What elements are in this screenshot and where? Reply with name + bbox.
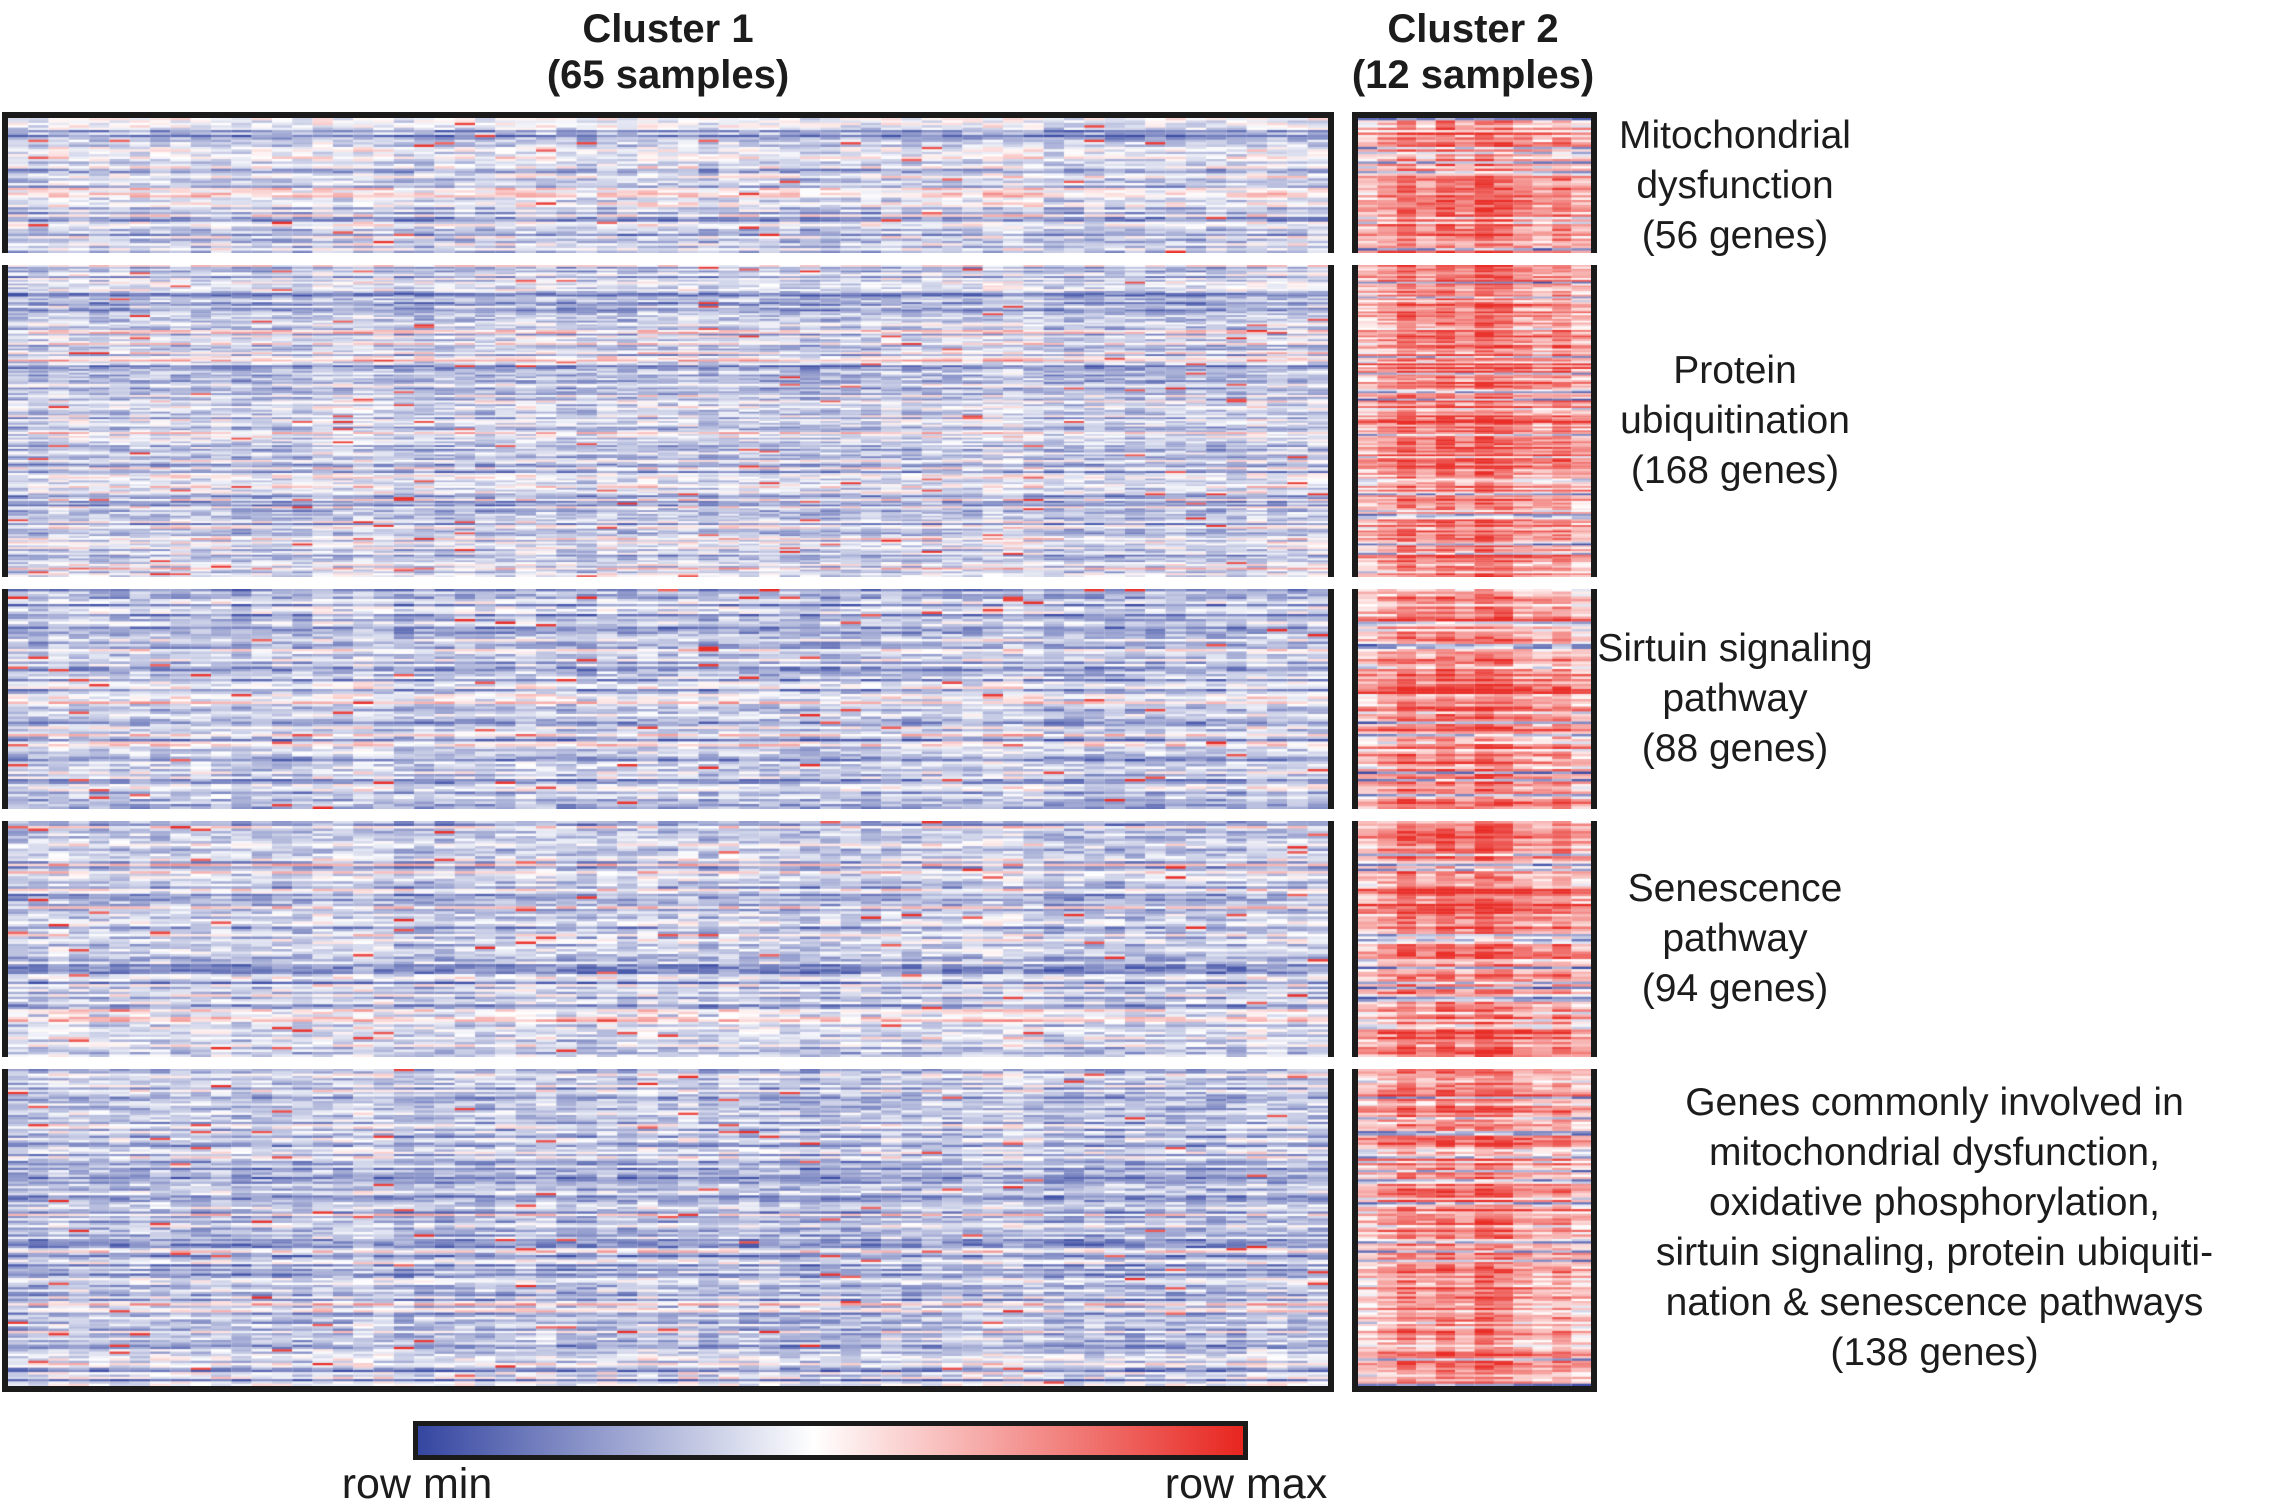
heatmap-block-canvas bbox=[1358, 1069, 1591, 1386]
row-group-label-5: Genes commonly involved in mitochondrial… bbox=[1655, 1080, 2214, 1374]
row-group-label-4: Senescence pathway (94 genes) bbox=[1627, 867, 1843, 1010]
heatmap-block-panel-c2-3 bbox=[1352, 821, 1597, 1057]
legend-row-min-label: row min bbox=[341, 1460, 493, 1508]
heatmap-block-canvas bbox=[8, 1069, 1328, 1386]
cluster1-title: Cluster 1 (65 samples) bbox=[546, 7, 790, 97]
color-gradient-bar bbox=[413, 1421, 1248, 1460]
heatmap-block-panel-c1-0 bbox=[2, 112, 1334, 253]
heatmap-block-panel-c1-4 bbox=[2, 1069, 1334, 1392]
heatmap-block-panel-c1-3 bbox=[2, 821, 1334, 1057]
cluster2-title: Cluster 2 (12 samples) bbox=[1351, 7, 1595, 97]
heatmap-block-canvas bbox=[1358, 589, 1591, 809]
row-group-label-1: Mitochondrial dysfunction (56 genes) bbox=[1619, 113, 1851, 257]
heatmap-block-canvas bbox=[1358, 265, 1591, 577]
cluster1-heatmap-panel bbox=[2, 112, 1334, 1392]
heatmap-block-panel-c2-1 bbox=[1352, 265, 1597, 577]
heatmap-block-panel-c1-2 bbox=[2, 589, 1334, 809]
heatmap-block-panel-c1-1 bbox=[2, 265, 1334, 577]
heatmap-block-canvas bbox=[8, 821, 1328, 1057]
heatmap-block-canvas bbox=[8, 265, 1328, 577]
heatmap-block-panel-c2-4 bbox=[1352, 1069, 1597, 1392]
heatmap-block-canvas bbox=[1358, 118, 1591, 253]
heatmap-block-canvas bbox=[1358, 821, 1591, 1057]
cluster2-heatmap-panel bbox=[1352, 112, 1597, 1392]
heatmap-block-canvas bbox=[8, 118, 1328, 253]
legend-row-max-label: row max bbox=[1164, 1460, 1328, 1508]
heatmap-block-panel-c2-2 bbox=[1352, 589, 1597, 809]
row-group-label-3: Sirtuin signaling pathway (88 genes) bbox=[1597, 627, 1873, 770]
row-group-label-2: Protein ubiquitination (168 genes) bbox=[1620, 349, 1850, 492]
heatmap-block-canvas bbox=[8, 589, 1328, 809]
heatmap-block-panel-c2-0 bbox=[1352, 112, 1597, 253]
